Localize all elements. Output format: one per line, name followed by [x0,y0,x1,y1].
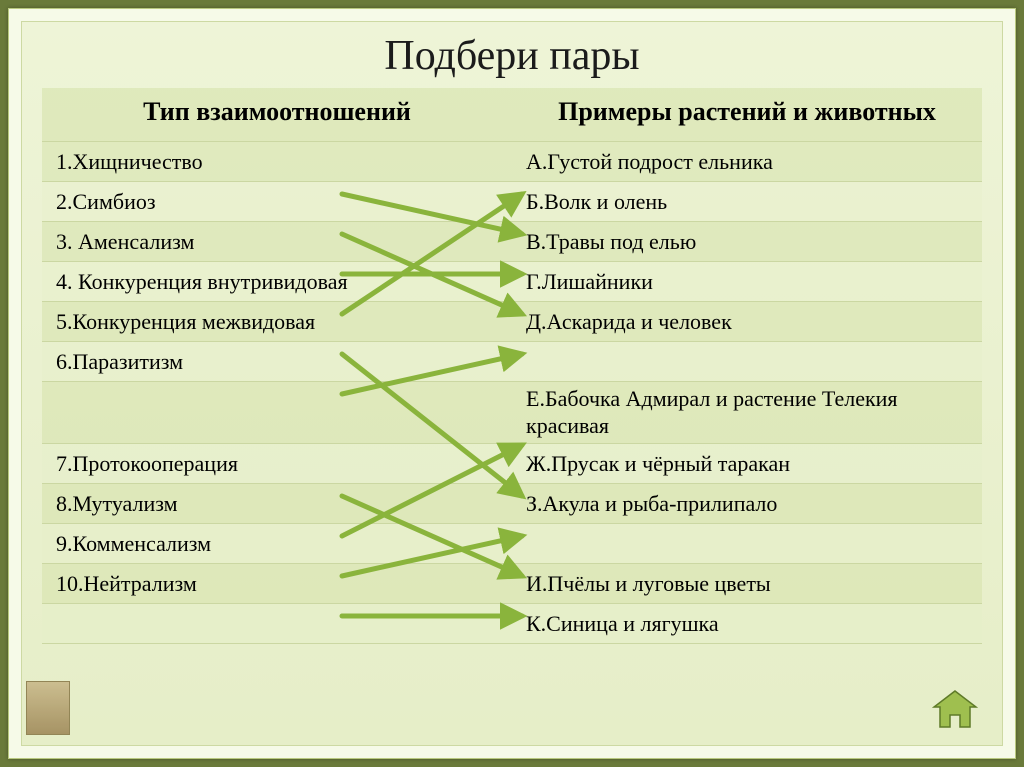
home-icon [932,689,978,729]
table-row: 2.Симбиоз Б.Волк и олень [42,182,982,222]
left-cell: 6.Паразитизм [42,342,512,382]
right-cell: Ж.Прусак и чёрный таракан [512,444,982,484]
right-cell: Б.Волк и олень [512,182,982,222]
left-cell: 10.Нейтрализм [42,564,512,604]
header-right: Примеры растений и животных [512,88,982,142]
match-table: Тип взаимоотношений Примеры растений и ж… [42,88,982,644]
left-cell: 8.Мутуализм [42,484,512,524]
table-row: 10.Нейтрализм И.Пчёлы и луговые цветы [42,564,982,604]
left-cell: 3. Аменсализм [42,222,512,262]
left-cell: 4. Конкуренция внутривидовая [42,262,512,302]
slide: Подбери пары Тип взаимоотношений Примеры… [21,21,1003,746]
right-cell: К.Синица и лягушка [512,604,982,644]
header-left: Тип взаимоотношений [42,88,512,142]
table-row: 7.Протокооперация Ж.Прусак и чёрный тара… [42,444,982,484]
table-row: 1.Хищничество А.Густой подрост ельника [42,142,982,182]
right-cell: В.Травы под елью [512,222,982,262]
page-title: Подбери пары [22,22,1002,88]
outer-frame: Подбери пары Тип взаимоотношений Примеры… [8,8,1016,759]
right-cell [512,342,982,382]
right-cell: Д.Аскарида и человек [512,302,982,342]
left-cell-empty [42,604,512,644]
corner-decoration [26,681,70,735]
match-table-wrap: Тип взаимоотношений Примеры растений и ж… [42,88,982,644]
right-cell [512,524,982,564]
table-row: 8.Мутуализм З.Акула и рыба-прилипало [42,484,982,524]
right-cell: Г.Лишайники [512,262,982,302]
right-cell: И.Пчёлы и луговые цветы [512,564,982,604]
table-row: 9.Комменсализм [42,524,982,564]
table-row: Е.Бабочка Адмирал и растение Телекия кра… [42,382,982,444]
table-row: К.Синица и лягушка [42,604,982,644]
right-cell: А.Густой подрост ельника [512,142,982,182]
left-cell: 5.Конкуренция межвидовая [42,302,512,342]
right-cell: Е.Бабочка Адмирал и растение Телекия кра… [512,382,982,444]
left-cell: 7.Протокооперация [42,444,512,484]
table-row: 5.Конкуренция межвидовая Д.Аскарида и че… [42,302,982,342]
left-cell-empty [42,382,512,444]
left-cell: 9.Комменсализм [42,524,512,564]
left-cell: 2.Симбиоз [42,182,512,222]
left-cell: 1.Хищничество [42,142,512,182]
table-row: 6.Паразитизм [42,342,982,382]
right-cell: З.Акула и рыба-прилипало [512,484,982,524]
table-row: 3. Аменсализм В.Травы под елью [42,222,982,262]
table-row: 4. Конкуренция внутривидовая Г.Лишайники [42,262,982,302]
home-button[interactable] [932,689,978,729]
